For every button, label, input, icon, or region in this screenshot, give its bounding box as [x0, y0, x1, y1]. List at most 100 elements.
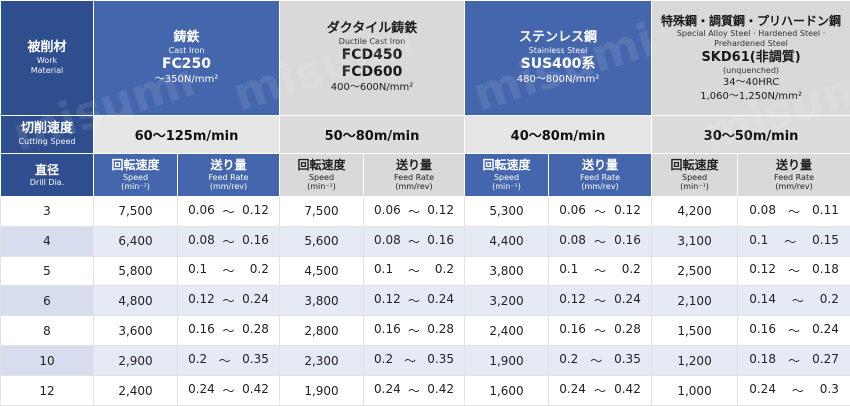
speed-jp: 回転速度 — [482, 158, 531, 173]
feed-tilde: ～ — [407, 294, 420, 309]
speed-jp: 回転速度 — [670, 158, 719, 173]
feed-min: 0.2 — [188, 352, 208, 367]
feed-tilde: ～ — [404, 354, 417, 369]
drill-dia-cell: 4 — [0, 225, 94, 257]
cutting-speed-en: Cutting Speed — [18, 137, 76, 147]
feed-max: 0.12 — [614, 202, 641, 217]
material-name-en: Ductile Cast Iron — [338, 37, 406, 47]
speed-en: Speed — [122, 173, 149, 183]
material-stainless-steel: ステンレス鋼 Stainless Steel SUS400系 480～800N/… — [464, 0, 653, 117]
feed-max: 0.12 — [427, 202, 454, 217]
drill-dia-cell: 12 — [0, 375, 94, 406]
feed-range: 0.16 ～ 0.28 — [374, 322, 454, 339]
speed-cell: 2,500 — [651, 255, 739, 287]
feed-cell: 0.16 ～ 0.28 — [548, 315, 653, 347]
feed-range: 0.2 ～ 0.35 — [374, 352, 454, 369]
feed-tilde: ～ — [594, 294, 607, 309]
speed-en: Speed — [681, 173, 708, 183]
feed-tilde: ～ — [407, 324, 420, 339]
feed-cell: 0.1 ～ 0.15 — [737, 225, 850, 257]
feed-range: 0.06 ～ 0.12 — [559, 203, 641, 220]
material-name-en: Stainless Steel — [528, 45, 588, 55]
feed-range: 0.16 ～ 0.28 — [188, 322, 269, 339]
feed-min: 0.16 — [374, 322, 401, 337]
feed-cell: 0.16 ～ 0.28 — [362, 315, 466, 347]
feed-cell: 0.06 ～ 0.12 — [548, 195, 653, 227]
feed-min: 0.18 — [749, 352, 776, 367]
feed-max: 0.42 — [242, 382, 269, 397]
speed-cell: 2,400 — [93, 375, 178, 406]
feed-min: 0.24 — [374, 382, 401, 397]
speed-cell: 1,000 — [651, 375, 739, 406]
material-grade-note: (unquenched) — [723, 65, 780, 75]
feed-min: 0.16 — [559, 322, 586, 337]
feed-max: 0.35 — [242, 352, 269, 367]
column-header-feed: 送り量 Feed Rate (mm/rev) — [737, 152, 850, 197]
speed-unit: (min⁻¹) — [307, 182, 336, 192]
material-special-alloy-steel: 特殊鋼・調質鋼・プリハードン鋼 Special Alloy Steel · Ha… — [651, 0, 850, 117]
feed-min: 0.16 — [188, 322, 215, 337]
feed-range: 0.24 ～ 0.42 — [188, 382, 269, 399]
speed-cell: 4,400 — [464, 225, 550, 257]
feed-unit: (mm/rev) — [209, 182, 248, 192]
feed-min: 0.16 — [749, 322, 776, 337]
feed-range: 0.18 ～ 0.27 — [749, 352, 839, 369]
drill-dia-jp: 直径 — [34, 162, 59, 177]
feed-max: 0.24 — [242, 292, 269, 307]
column-header-row: 直径 Drill Dia. 回転速度 Speed (min⁻¹) 送り量 Fee… — [0, 152, 850, 197]
speed-en: Speed — [308, 173, 335, 183]
speed-unit: (min⁻¹) — [121, 182, 150, 192]
material-name-jp: ステンレス鋼 — [519, 29, 598, 45]
feed-tilde: ～ — [788, 264, 801, 279]
cutting-speed-jp: 切削速度 — [20, 121, 73, 137]
material-name-jp: 鋳鉄 — [173, 29, 200, 45]
feed-range: 0.12 ～ 0.24 — [559, 292, 641, 309]
feed-max: 0.28 — [427, 322, 454, 337]
speed-cell: 2,900 — [93, 345, 178, 377]
feed-cell: 0.06 ～ 0.12 — [177, 195, 280, 227]
feed-max: 0.18 — [812, 262, 839, 277]
feed-tilde: ～ — [222, 384, 235, 399]
feed-range: 0.06 ～ 0.12 — [374, 203, 454, 220]
drill-dia-cell: 10 — [0, 345, 94, 377]
material-grade: SKD61(非調質) — [701, 49, 801, 65]
feed-min: 0.14 — [749, 292, 776, 307]
work-material-jp: 被削材 — [27, 40, 67, 56]
column-header-feed: 送り量 Feed Rate (mm/rev) — [177, 152, 280, 197]
column-header-speed: 回転速度 Speed (min⁻¹) — [279, 152, 364, 197]
feed-max: 0.35 — [427, 352, 454, 367]
feed-min: 0.06 — [559, 202, 586, 217]
material-cast-iron: 鋳鉄 Cast Iron FC250 ～350N/mm² — [93, 0, 280, 117]
feed-jp: 送り量 — [396, 158, 433, 173]
feed-range: 0.08 ～ 0.11 — [749, 203, 839, 220]
feed-tilde: ～ — [407, 264, 420, 279]
feed-range: 0.2 ～ 0.35 — [559, 352, 641, 369]
feed-range: 0.08 ～ 0.16 — [559, 233, 641, 250]
feed-range: 0.24 ～ 0.42 — [374, 382, 454, 399]
speed-cell: 3,600 — [93, 315, 178, 347]
feed-min: 0.24 — [188, 382, 215, 397]
material-name-en: Cast Iron — [168, 45, 205, 55]
material-strength-range: 1,060～1,250N/mm² — [700, 90, 802, 102]
feed-tilde: ～ — [222, 264, 235, 279]
material-grade-2: FCD600 — [341, 64, 403, 81]
feed-en: Feed Rate — [580, 173, 621, 183]
speed-cell: 2,300 — [279, 345, 364, 377]
speed-cell: 3,800 — [464, 255, 550, 287]
feed-jp: 送り量 — [776, 158, 813, 173]
feed-range: 0.16 ～ 0.28 — [559, 322, 641, 339]
feed-range: 0.14 ～ 0.2 — [749, 292, 839, 309]
material-grade: FC250 — [161, 55, 212, 72]
feed-min: 0.1 — [188, 262, 208, 277]
feed-en: Feed Rate — [394, 173, 434, 183]
feed-tilde: ～ — [590, 354, 603, 369]
work-material-label: 被削材 Work Material — [0, 0, 94, 117]
column-header-feed: 送り量 Feed Rate (mm/rev) — [548, 152, 653, 197]
feed-jp: 送り量 — [582, 158, 619, 173]
speed-cell: 4,800 — [93, 285, 178, 317]
material-name-jp: 特殊鋼・調質鋼・プリハードン鋼 — [661, 13, 842, 28]
cutting-speed-value: 30～50m/min — [651, 115, 850, 154]
speed-cell: 1,200 — [651, 345, 739, 377]
feed-cell: 0.14 ～ 0.2 — [737, 285, 850, 317]
feed-cell: 0.08 ～ 0.11 — [737, 195, 850, 227]
